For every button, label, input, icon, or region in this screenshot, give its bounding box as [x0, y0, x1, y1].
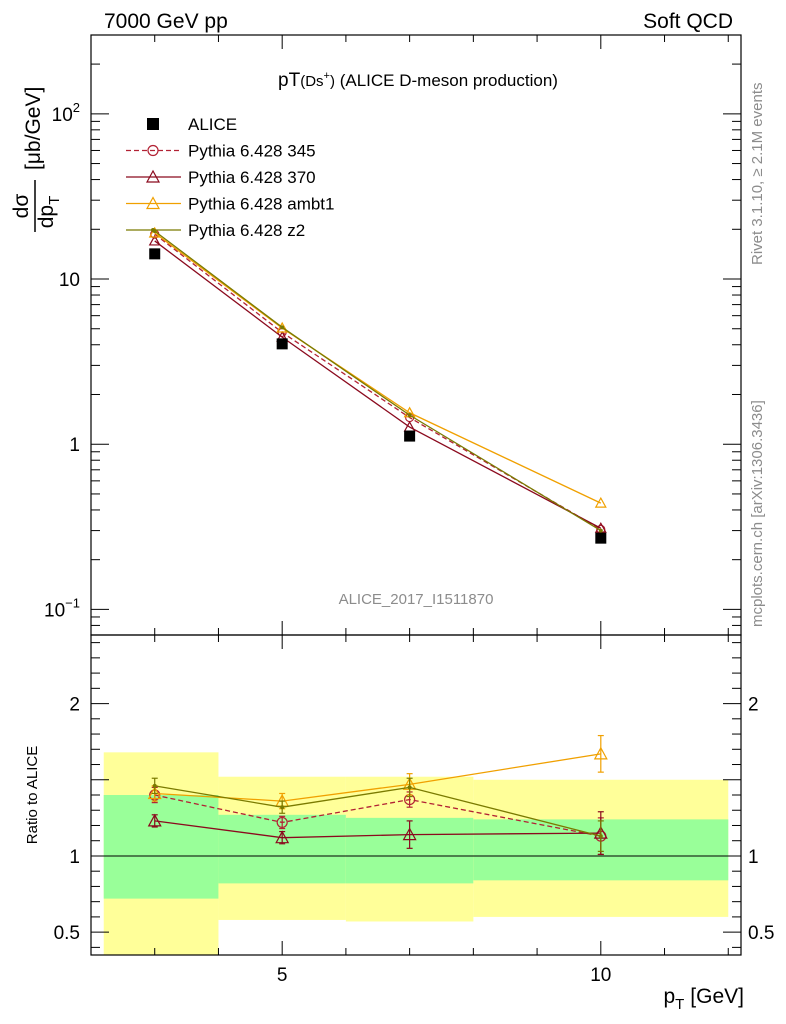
header-left: 7000 GeV pp [104, 10, 228, 33]
ratio-point-3-2 [407, 785, 412, 790]
main-point-3-1 [280, 325, 285, 330]
plot-title-sup: + [324, 70, 330, 82]
ratio-line-3 [154, 785, 601, 837]
ratio-point-1-0 [147, 813, 162, 827]
y-tick-exp: −1 [65, 595, 80, 610]
main-point-3-2 [407, 413, 412, 418]
header-right: Soft QCD [643, 10, 733, 33]
legend-label-4: Pythia 6.428 z2 [188, 221, 305, 240]
plot-title-rest: (ALICE D-meson production) [335, 71, 558, 90]
ratio-uncertainty-bands [103, 752, 729, 955]
main-point-2-1 [276, 321, 289, 333]
y-tick-label-main: 10 [59, 270, 80, 291]
y-tick-label-ratio-right: 0.5 [748, 923, 774, 944]
x-label-p: p [663, 985, 675, 1008]
y-tick-label-ratio-right: 1 [748, 847, 759, 868]
y-tick-label-ratio-left: 0.5 [54, 923, 80, 944]
y-tick-label-main: 10−1 [44, 595, 80, 621]
main-line-1 [154, 240, 602, 529]
ratio-point-3-0 [152, 783, 157, 788]
main-point-2-3 [594, 496, 607, 508]
ratio-point-3-3 [598, 834, 603, 839]
alice-point-2 [404, 430, 416, 442]
y-tick-label-ratio-right: 2 [748, 695, 759, 716]
mcplots-label: mcplots.cern.ch [arXiv:1306.3436] [749, 400, 766, 627]
main-plot-series [148, 226, 607, 544]
legend-marker-3 [145, 196, 161, 210]
legend-label-2: Pythia 6.428 370 [188, 168, 316, 187]
y-label-dp: dp [35, 205, 58, 228]
ratio-point-1-1 [275, 830, 290, 844]
plot-title: pT(Ds+) (ALICE D-meson production) [278, 70, 558, 91]
alice-point-1 [276, 338, 288, 350]
y-label-dpt: dpT [35, 196, 63, 229]
legend-marker-0 [147, 118, 159, 130]
x-axis-label: pT [GeV] [663, 985, 744, 1013]
y-label-unit: [μb/GeV] [22, 87, 45, 170]
y-axis-main-label: dσ dpT [μb/GeV] [10, 87, 63, 232]
alice-point-0 [149, 248, 161, 260]
ratio-line-0 [154, 794, 601, 837]
x-tick-label: 10 [590, 965, 611, 986]
rivet-label: Rivet 3.1.10, ≥ 2.1M events [749, 83, 766, 266]
band-stat-0 [103, 795, 219, 899]
analysis-watermark: ALICE_2017_I1511870 [339, 591, 494, 608]
ratio-plot-series [147, 734, 608, 856]
x-label-unit: [GeV] [690, 985, 744, 1008]
y-tick-label-main: 102 [52, 100, 80, 126]
y-axis-ratio-label: Ratio to ALICE [24, 746, 41, 844]
legend-label-1: Pythia 6.428 345 [188, 142, 316, 161]
ratio-point-2-3 [593, 746, 608, 760]
y-tick-base: 1 [69, 435, 80, 456]
y-tick-base: 10 [52, 105, 73, 126]
legend-marker-2 [145, 169, 161, 183]
x-label-sub: T [675, 996, 684, 1013]
ratio-point-0-1 [276, 816, 288, 829]
ratio-line-1 [154, 820, 601, 839]
plot-title-sub: (Ds [300, 73, 323, 90]
y-tick-exp: 2 [73, 100, 80, 115]
ratio-point-3-1 [280, 805, 285, 810]
main-line-0 [154, 233, 602, 530]
plot-title-main: pT [278, 70, 301, 91]
main-line-2 [154, 232, 602, 504]
legend-marker-1 [147, 144, 159, 157]
y-label-dsigma: dσ [10, 194, 33, 219]
y-tick-label-ratio-left: 2 [69, 695, 80, 716]
y-label-dp-sub: T [46, 196, 63, 205]
y-tick-base: 10 [44, 600, 65, 621]
ratio-line-2 [154, 753, 601, 802]
legend: ALICE Pythia 6.428 345 Pythia 6.428 370 Pyt… [126, 115, 334, 240]
ratio-point-1-2 [402, 827, 417, 841]
alice-point-3 [595, 532, 607, 544]
y-tick-label-ratio-left: 1 [69, 847, 80, 868]
y-tick-label-main: 1 [69, 435, 80, 456]
legend-label-3: Pythia 6.428 ambt1 [188, 195, 334, 214]
plot-title-close: ) [330, 73, 335, 90]
legend-label-0: ALICE [188, 115, 237, 134]
main-point-3-3 [598, 528, 603, 533]
y-tick-base: 10 [59, 270, 80, 291]
legend-marker-4 [151, 228, 155, 232]
main-point-1-0 [148, 234, 161, 246]
x-tick-label: 5 [277, 965, 288, 986]
main-line-3 [154, 230, 602, 532]
